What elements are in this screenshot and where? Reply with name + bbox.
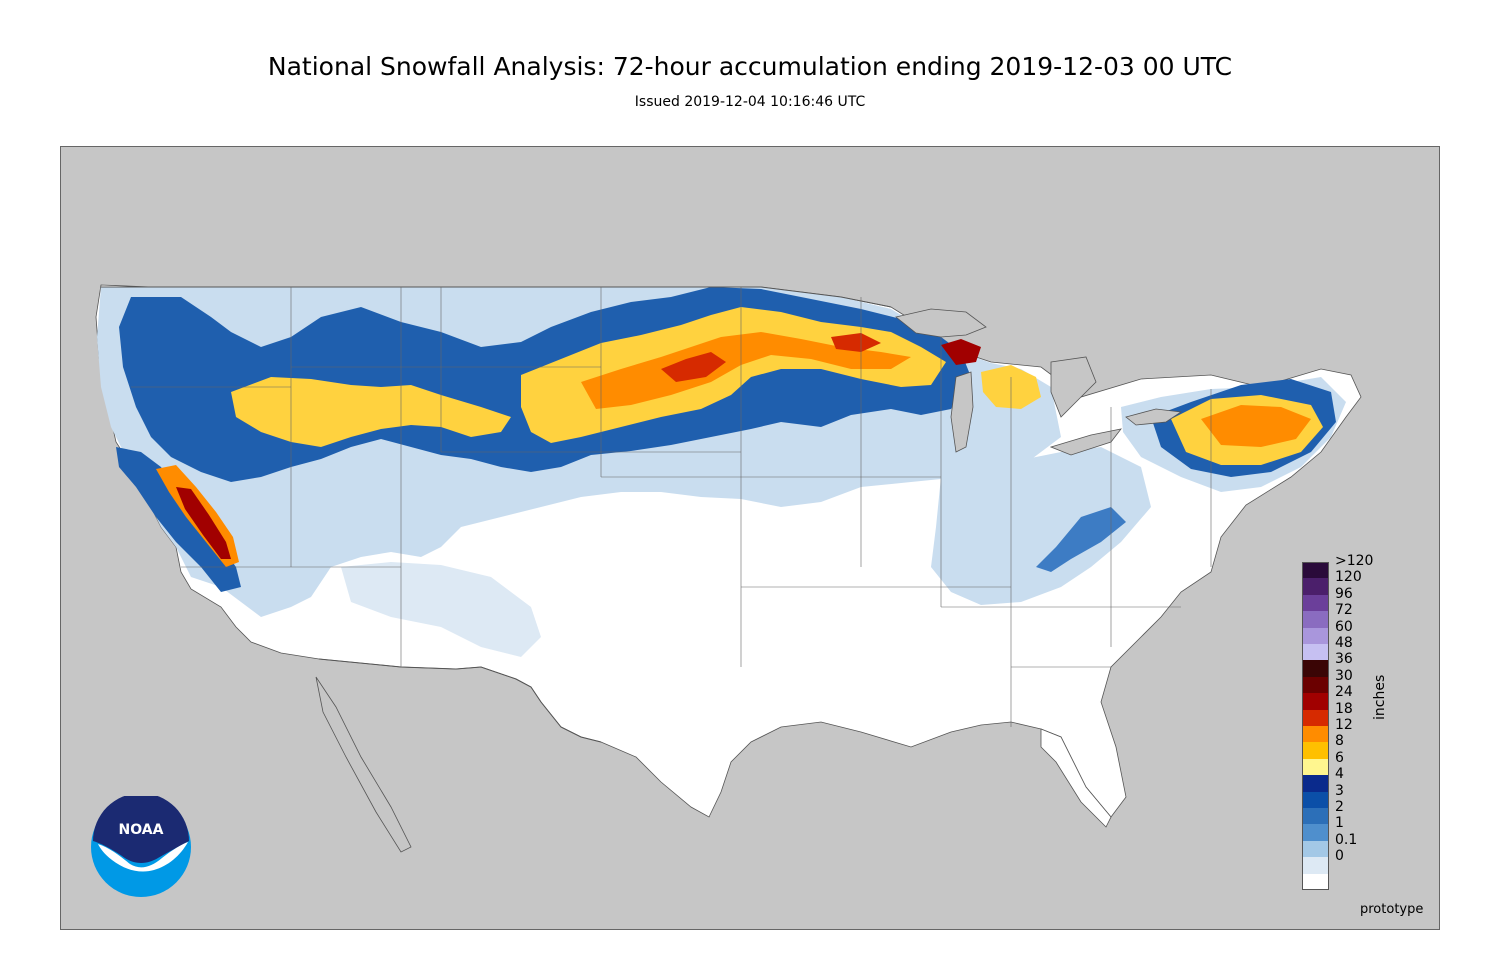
- florida: [1040, 728, 1112, 828]
- state-borders: [131, 287, 1212, 727]
- lake-superior: [895, 308, 987, 338]
- lake-michigan: [950, 371, 974, 453]
- legend-swatch: [1302, 594, 1329, 612]
- legend-swatch: [1302, 791, 1329, 808]
- baja-california: [315, 676, 412, 853]
- legend-label: 6: [1335, 749, 1344, 766]
- map-title: National Snowfall Analysis: 72-hour accu…: [267, 52, 1233, 81]
- extreme-snow-minnesota: [831, 333, 881, 352]
- lake-huron: [1050, 356, 1097, 418]
- legend-label: 8: [1335, 733, 1344, 750]
- legend-swatch: [1302, 824, 1329, 841]
- legend-label: 12: [1335, 717, 1353, 733]
- legend-label: 4: [1335, 766, 1344, 783]
- legend-label: 3: [1335, 782, 1344, 799]
- legend-swatch: [1302, 578, 1329, 595]
- legend-swatch: [1302, 726, 1329, 743]
- legend-label: 2: [1335, 799, 1344, 815]
- legend-label: 48: [1335, 635, 1353, 651]
- extreme-snow-sierra: [176, 487, 231, 559]
- legend-label: 60: [1335, 618, 1353, 635]
- very-heavy-snow-northeast: [1201, 405, 1311, 447]
- legend-swatch: [1302, 742, 1329, 759]
- mexico-border: [318, 658, 602, 743]
- extreme-snow-upper-michigan: [941, 339, 981, 365]
- legend-unit-label: inches: [1372, 674, 1388, 720]
- legend-swatch: [1302, 562, 1329, 579]
- legend-label: 0.1: [1335, 831, 1358, 848]
- noaa-logo: NOAA: [91, 796, 191, 897]
- lake-ontario: [1125, 408, 1183, 426]
- legend-label: 120: [1335, 569, 1362, 586]
- light-snow-southwest: [341, 562, 541, 657]
- legend-label: 96: [1335, 585, 1353, 602]
- legend-swatch: [1302, 857, 1329, 874]
- legend-label: 72: [1335, 602, 1353, 619]
- lake-erie: [1049, 428, 1122, 456]
- legend-swatch: [1302, 693, 1329, 710]
- legend-swatch: [1302, 808, 1329, 825]
- legend-swatch: [1302, 758, 1329, 776]
- legend-label: 24: [1335, 684, 1353, 701]
- legend-swatch: [1302, 775, 1329, 792]
- legend-label: 36: [1335, 651, 1353, 668]
- extreme-snow-south-dakota: [661, 352, 726, 382]
- legend-swatch: [1302, 660, 1329, 677]
- snowfall-map: [60, 146, 1440, 930]
- moderate-snow-appalachia: [1036, 507, 1126, 572]
- legend-label: 1: [1335, 815, 1344, 832]
- prototype-note: prototype: [1360, 902, 1424, 917]
- legend-label: 0: [1335, 848, 1344, 865]
- very-heavy-snow-plains: [581, 332, 911, 409]
- legend-swatch: [1302, 611, 1329, 628]
- legend-swatch: [1302, 840, 1329, 858]
- canada-border: [101, 286, 892, 308]
- legend-swatch: [1302, 676, 1329, 694]
- legend-label: 18: [1335, 700, 1353, 717]
- legend-swatch: [1302, 644, 1329, 661]
- legend-label: 30: [1335, 667, 1353, 684]
- noaa-logo-text: NOAA: [119, 822, 164, 838]
- light-snow-ohio-valley: [931, 447, 1151, 605]
- legend-swatch: [1302, 627, 1329, 644]
- moderate-snow-west-coast: [116, 447, 241, 592]
- legend-label: >120: [1335, 553, 1374, 569]
- heavy-snow-rockies: [231, 377, 511, 447]
- legend-swatch: [1302, 709, 1329, 726]
- map-canvas: [95, 284, 1362, 853]
- legend-swatch: [1302, 873, 1329, 890]
- map-subtitle: Issued 2019-12-04 10:16:46 UTC: [634, 94, 866, 110]
